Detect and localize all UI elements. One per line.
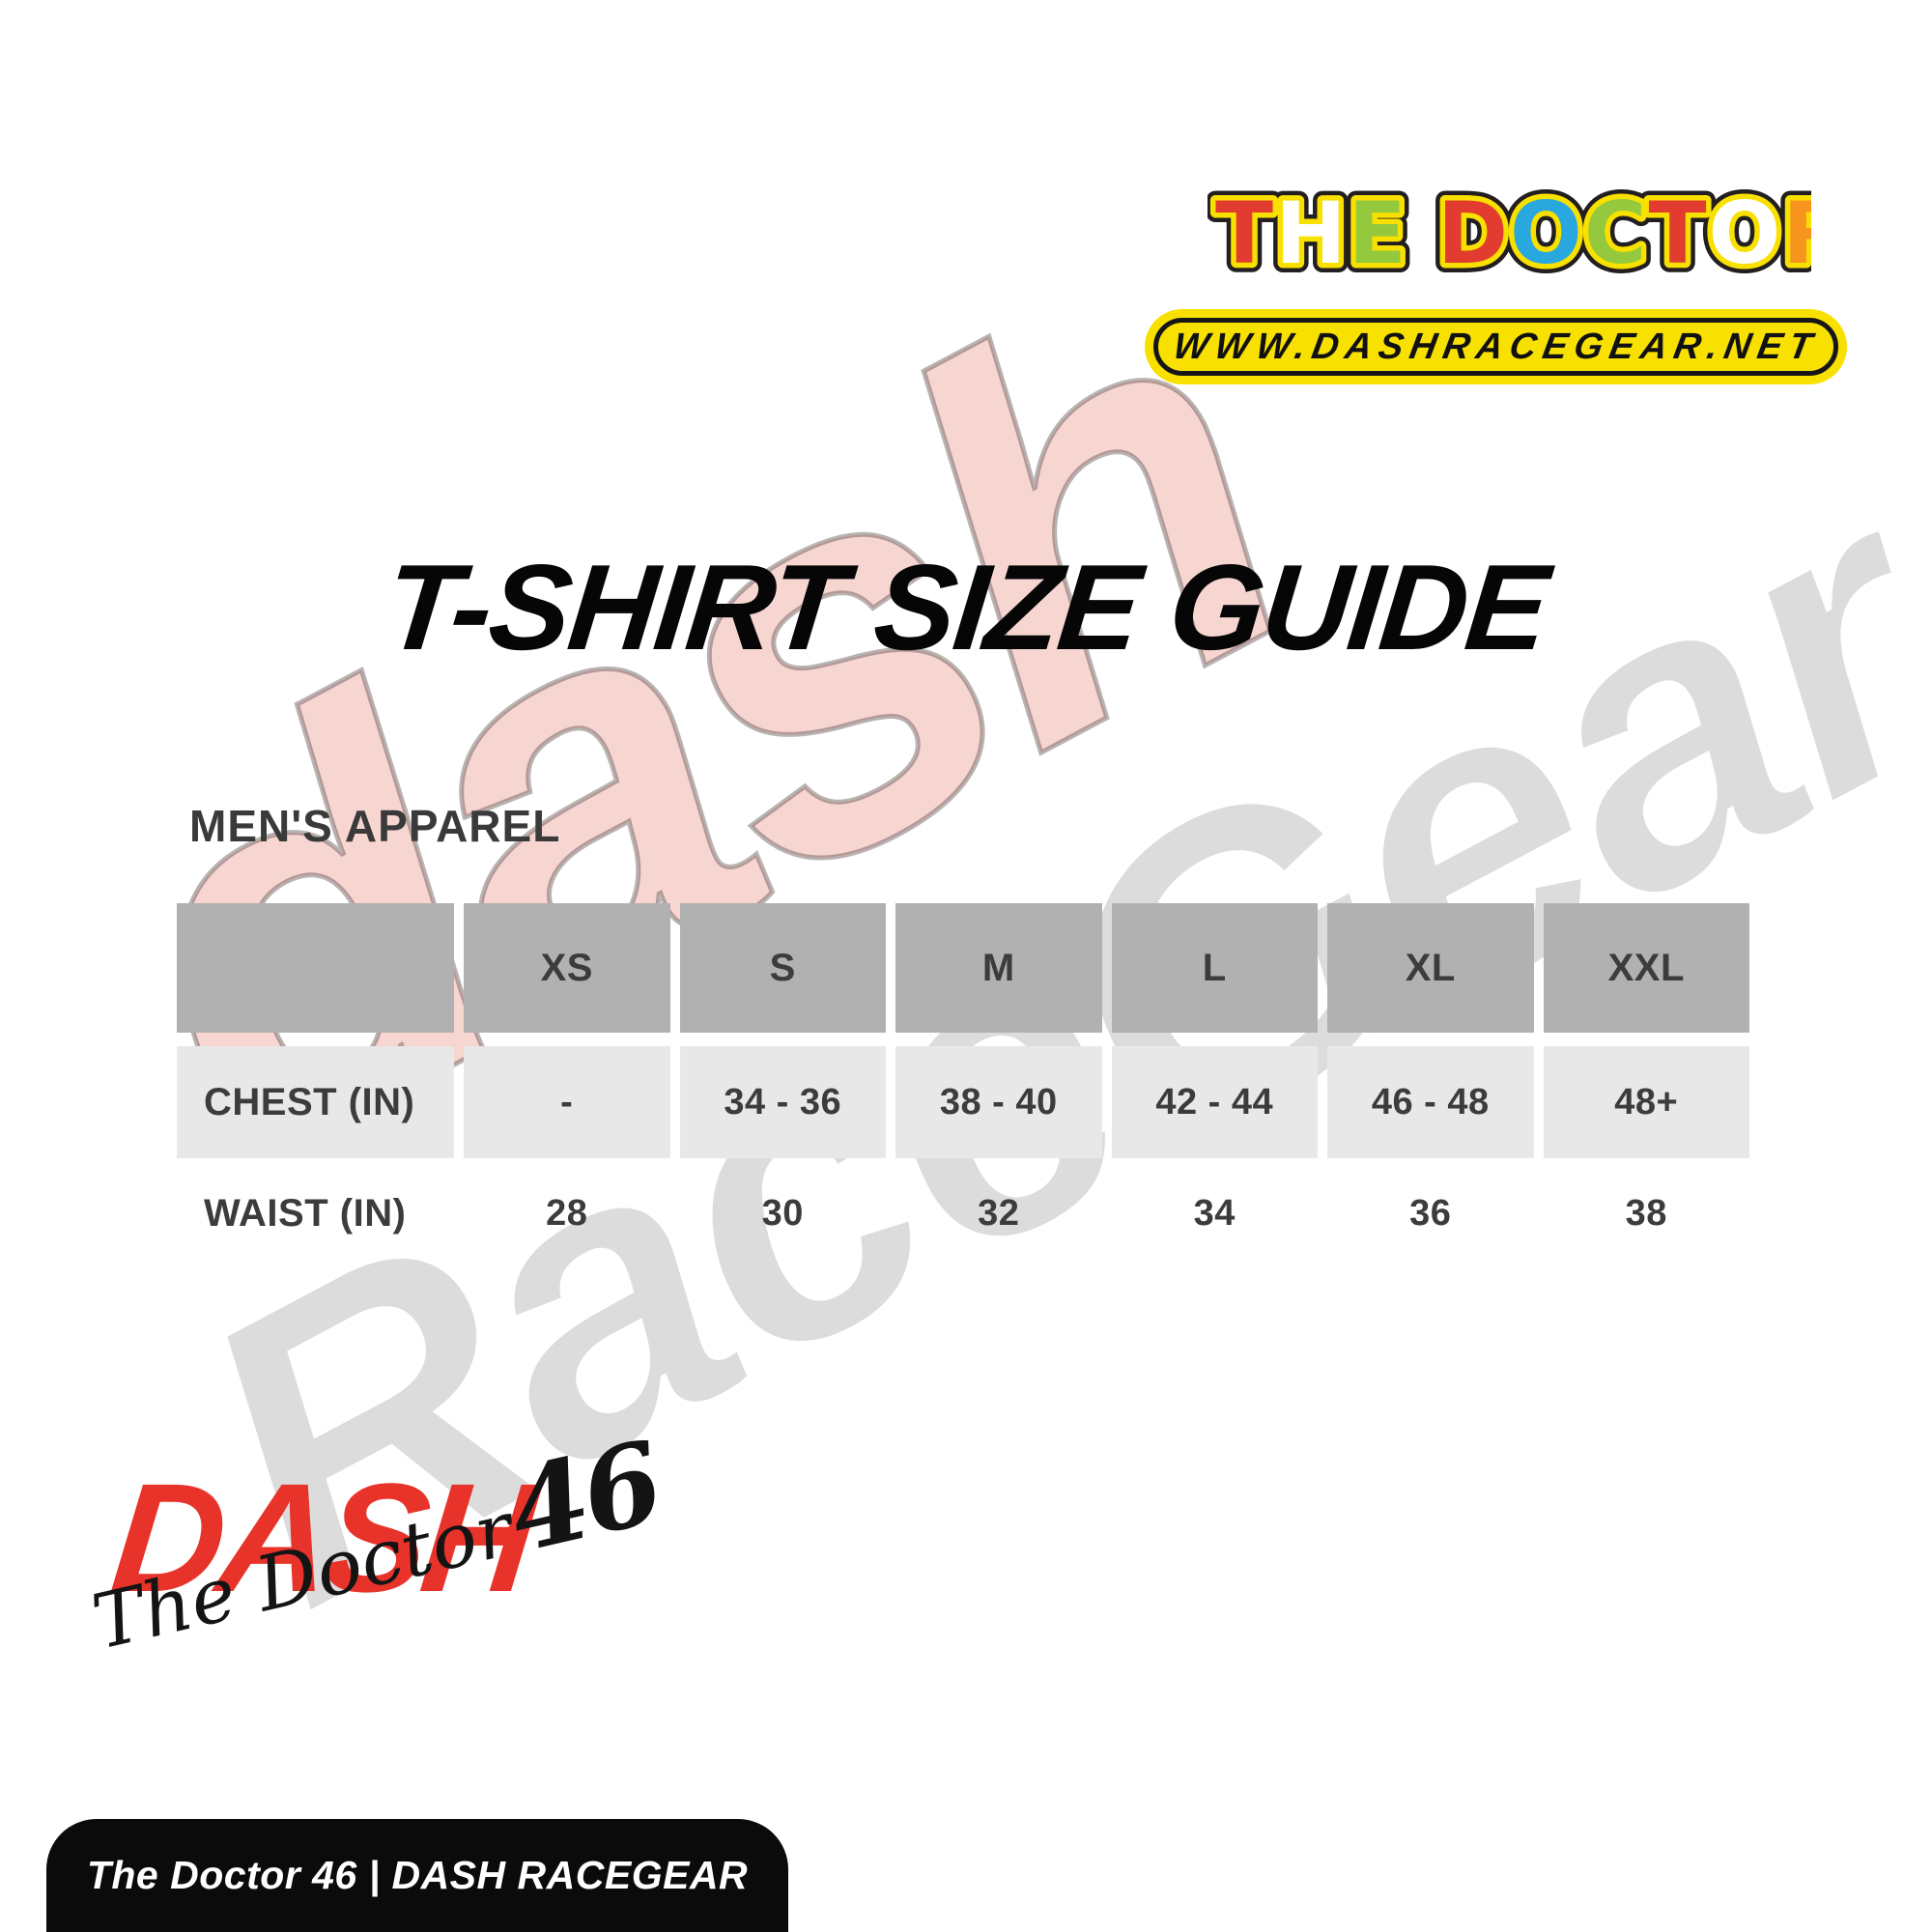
website-url: WWW.DASHRACEGEAR.NET xyxy=(1170,326,1822,367)
waist-row-label: WAIST (IN) xyxy=(204,1191,407,1235)
table-header-xs: XS xyxy=(464,903,670,1033)
website-pill[interactable]: WWW.DASHRACEGEAR.NET xyxy=(1145,309,1847,384)
the-doctor-logo-letters: THE DOCTOR xyxy=(1210,179,1812,288)
table-header-xxl: XXL xyxy=(1543,903,1749,1033)
waist-value-s: 30 xyxy=(761,1192,804,1234)
waist-value-xs: 28 xyxy=(546,1192,588,1234)
svg-text:THE: THE xyxy=(1215,184,1408,283)
waist-value-xxl: 38 xyxy=(1625,1192,1667,1234)
chest-row-label: CHEST (IN) xyxy=(177,1046,454,1158)
footer-bar: The Doctor 46 | DASH RACEGEAR xyxy=(46,1819,788,1932)
table-header-l: L xyxy=(1111,903,1318,1033)
website-pill-ring xyxy=(1153,318,1838,376)
the-doctor-logo: THE DOCTOR THE DOCTOR xyxy=(1208,176,1811,287)
waist-value-m: 32 xyxy=(978,1192,1020,1234)
svg-text:DOCTOR: DOCTOR xyxy=(1437,184,1811,283)
dash-script-number: 46 xyxy=(497,1416,671,1578)
chest-value-s: 34 - 36 xyxy=(679,1046,886,1158)
chest-value-xxl: 48+ xyxy=(1543,1046,1749,1158)
footer-bar-text: The Doctor 46 | DASH RACEGEAR xyxy=(86,1853,749,1897)
chest-value-xs: - xyxy=(464,1046,670,1158)
svg-text:DOCTOR: DOCTOR xyxy=(1437,184,1811,283)
section-label: MEN'S APPAREL xyxy=(189,801,561,851)
waist-value-l: 34 xyxy=(1193,1192,1236,1234)
chest-value-l: 42 - 44 xyxy=(1111,1046,1318,1158)
table-header-blank xyxy=(177,903,454,1033)
svg-text:THE: THE xyxy=(1215,184,1408,283)
waist-value-xl: 36 xyxy=(1409,1192,1452,1234)
table-header-xl: XL xyxy=(1327,903,1534,1033)
table-header-m: M xyxy=(895,903,1102,1033)
chest-value-xl: 46 - 48 xyxy=(1327,1046,1534,1158)
size-table: XS S M L XL XXL CHEST (IN) - 34 - 36 38 … xyxy=(177,903,1749,1255)
the-doctor-logo-rim: THE DOCTOR xyxy=(1208,176,1811,287)
table-header-s: S xyxy=(679,903,886,1033)
page-title: T-SHIRT SIZE GUIDE xyxy=(379,539,1553,675)
chest-value-m: 38 - 40 xyxy=(895,1046,1102,1158)
